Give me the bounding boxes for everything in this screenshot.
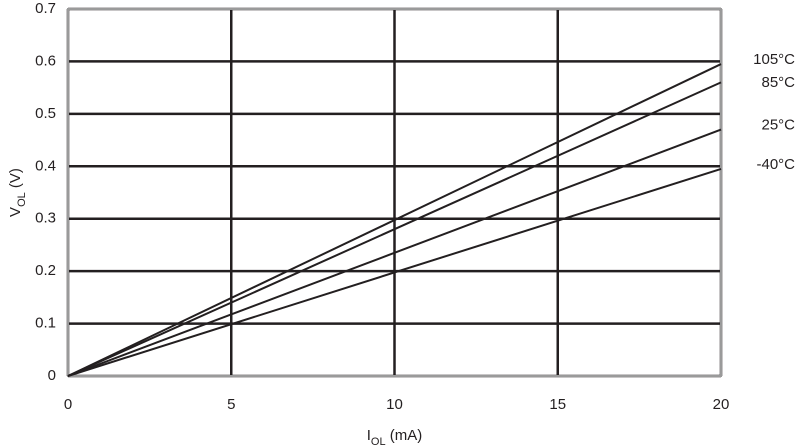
series-line — [67, 167, 722, 377]
y-tick-label: 0.7 — [35, 0, 56, 17]
y-tick-label: 0.2 — [35, 262, 56, 279]
x-tick-label: 10 — [386, 396, 403, 413]
y-tick-label: 0 — [48, 367, 56, 384]
x-tick-label: 15 — [549, 396, 566, 413]
series-line — [67, 128, 722, 377]
y-tick-label: 0.5 — [35, 105, 56, 122]
x-axis-label: IOL (mA) — [367, 427, 423, 448]
series-label: 105°C — [753, 51, 795, 68]
y-tick-label: 0.1 — [35, 315, 56, 332]
y-tick-label: 0.3 — [35, 210, 56, 227]
x-axis-label-part: (mA) — [386, 427, 423, 444]
y-tick-label: 0.6 — [35, 52, 56, 69]
series-label: 85°C — [761, 74, 795, 91]
x-tick-label: 5 — [227, 396, 235, 413]
plot-border — [67, 8, 722, 377]
series-line — [67, 81, 722, 377]
y-axis-label-part: (V) — [7, 168, 24, 192]
series-label: -40°C — [756, 156, 795, 173]
x-axis-label-part: I — [367, 427, 371, 444]
series-label: 25°C — [761, 117, 795, 134]
y-axis-label-part: V — [7, 207, 24, 217]
y-axis-label-part: OL — [16, 192, 28, 207]
y-tick-label: 0.4 — [35, 157, 56, 174]
x-tick-label: 20 — [713, 396, 730, 413]
y-axis-label: VOL (V) — [7, 168, 28, 217]
x-tick-label: 0 — [64, 396, 72, 413]
series-line — [67, 63, 722, 377]
x-axis-label-part: OL — [371, 436, 386, 448]
